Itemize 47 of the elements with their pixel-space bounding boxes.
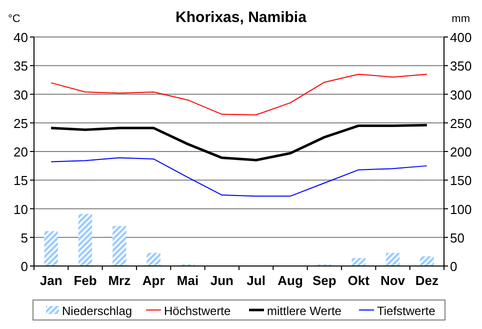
- y2-tick-label: 150: [450, 173, 472, 188]
- y-tick-label: 5: [20, 230, 28, 246]
- bar: [386, 252, 400, 266]
- legend-label: Tiefstwerte: [377, 304, 436, 318]
- x-tick-label: Apr: [142, 273, 165, 288]
- legend-label: Niederschlag: [62, 304, 132, 318]
- x-tick-label: Aug: [278, 273, 303, 288]
- x-tick-label: Mai: [176, 273, 199, 288]
- chart-title: Khorixas, Namibia: [176, 9, 308, 26]
- x-tick-label: Nov: [380, 273, 406, 288]
- y2-tick-label: 250: [450, 116, 472, 131]
- y2-tick-label: 350: [450, 58, 472, 74]
- y2-tick-label: 200: [450, 144, 472, 160]
- y2-tick-label: 50: [450, 230, 464, 246]
- x-tick-label: Mrz: [108, 273, 132, 288]
- x-tick-label: Sep: [312, 273, 336, 288]
- y-axis-title: °C: [8, 13, 20, 25]
- bar: [44, 231, 58, 266]
- y2-tick-label: 400: [450, 30, 472, 45]
- x-tick-label: Dez: [415, 273, 439, 288]
- y-tick-label: 0: [20, 259, 28, 274]
- bar: [112, 226, 126, 266]
- x-tick-label: Jul: [246, 273, 266, 288]
- y-tick-label: 20: [14, 144, 28, 160]
- y-tick-label: 10: [14, 202, 28, 217]
- x-tick-label: Jan: [40, 273, 62, 288]
- line-series: [50, 74, 428, 116]
- y-tick-label: 15: [14, 173, 28, 188]
- y2-tick-label: 300: [450, 87, 472, 102]
- y-tick-label: 25: [14, 116, 28, 131]
- y-tick-label: 30: [14, 87, 28, 102]
- y2-tick-label: 0: [450, 259, 458, 274]
- y2-axis-title: mm: [452, 13, 470, 25]
- bar: [146, 252, 160, 266]
- bar: [78, 214, 92, 266]
- legend-label: Höchstwerte: [164, 304, 232, 318]
- x-tick-label: Okt: [348, 273, 370, 288]
- legend-label: mittlere Werte: [267, 304, 342, 318]
- line-series: [50, 124, 428, 162]
- line-series: [50, 157, 428, 197]
- bar: [420, 256, 434, 266]
- x-tick-label: Jun: [210, 273, 234, 288]
- y2-tick-label: 100: [450, 202, 472, 217]
- y-tick-label: 40: [14, 30, 28, 45]
- bar: [352, 258, 366, 266]
- y-tick-label: 35: [14, 58, 28, 74]
- x-tick-label: Feb: [74, 273, 97, 288]
